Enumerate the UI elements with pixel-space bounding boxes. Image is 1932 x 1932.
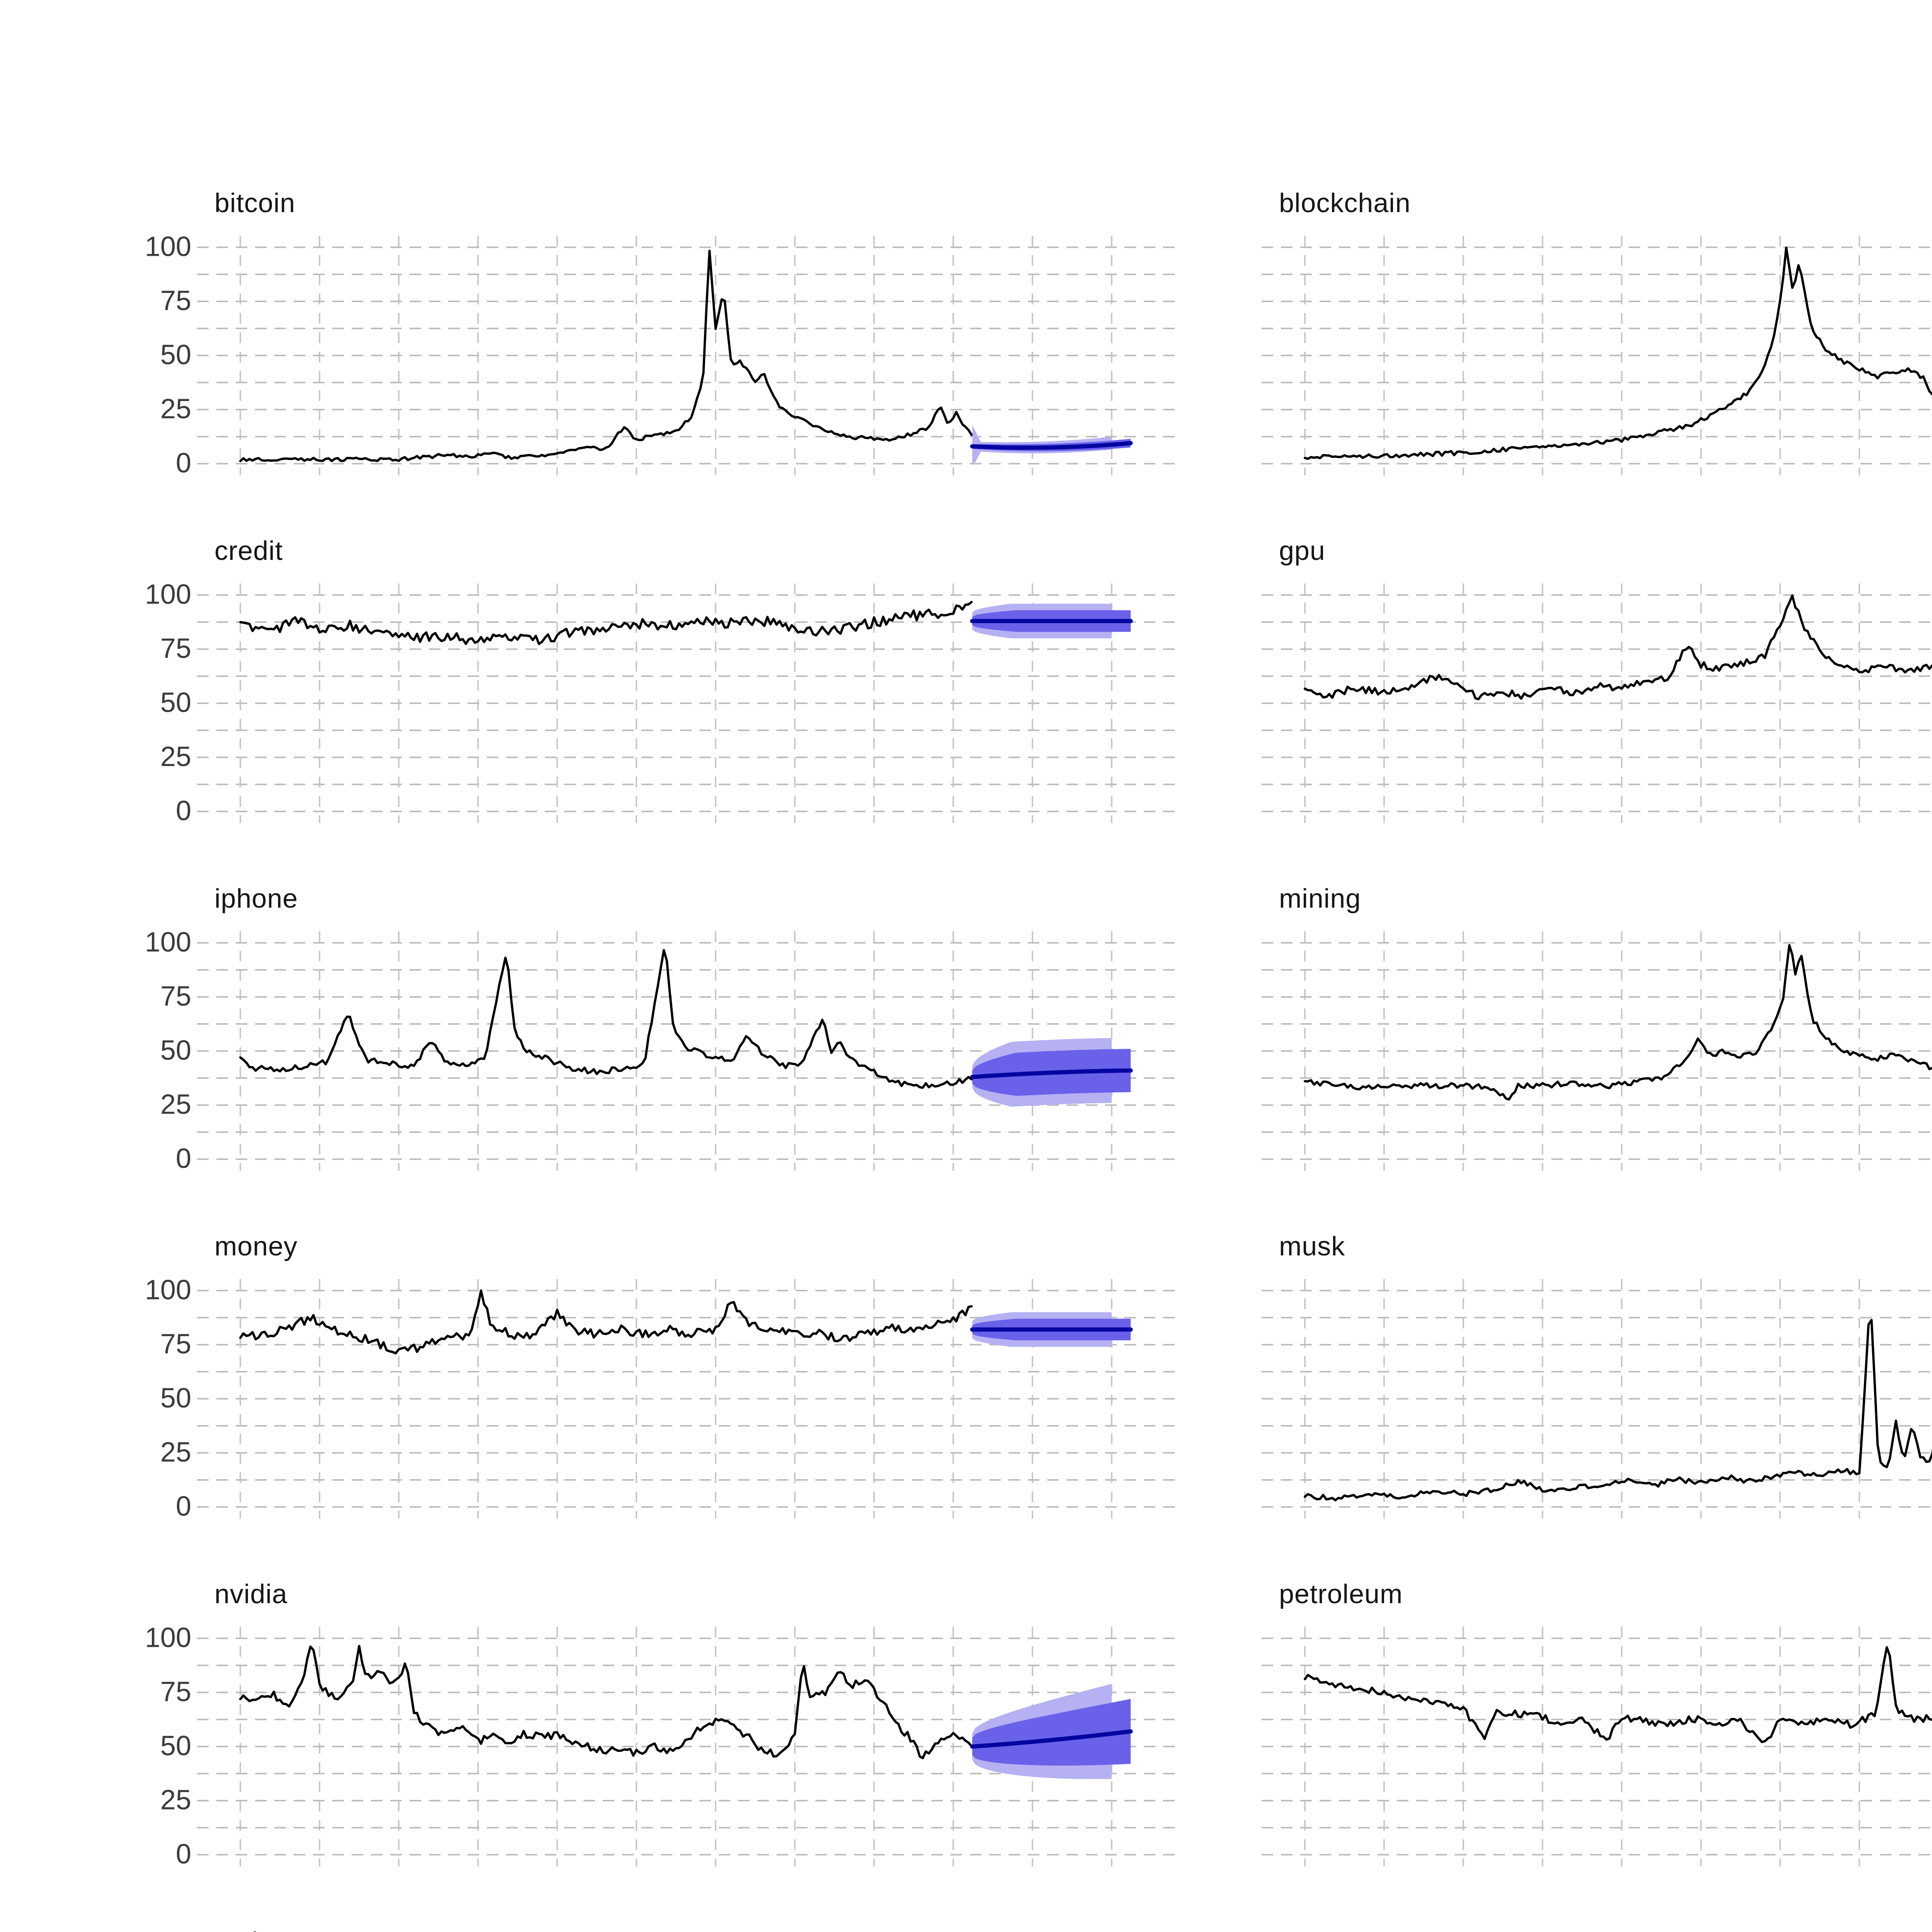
y-axis-tick-label: 25 bbox=[160, 1089, 191, 1120]
forecast-band-80 bbox=[972, 1699, 1131, 1766]
facet-chart-iphone bbox=[197, 931, 1182, 1171]
history-line bbox=[239, 1289, 973, 1355]
y-axis-tick-label: 0 bbox=[175, 1838, 191, 1870]
facet-title-python: python bbox=[214, 1928, 298, 1932]
facet-chart-nvidia bbox=[197, 1627, 1182, 1866]
y-axis-tick-label: 25 bbox=[160, 741, 191, 772]
y-axis-tick-label: 25 bbox=[160, 393, 191, 425]
y-axis-tick-label: 75 bbox=[160, 981, 191, 1012]
history-line bbox=[239, 949, 973, 1089]
y-axis-tick-label: 100 bbox=[145, 1274, 191, 1306]
y-axis-tick-label: 0 bbox=[175, 1491, 191, 1522]
y-axis-tick-label: 75 bbox=[160, 1328, 191, 1360]
facet-chart-bitcoin bbox=[197, 236, 1182, 475]
y-axis-tick-label: 50 bbox=[160, 1035, 191, 1066]
history-line bbox=[239, 600, 973, 645]
history-line bbox=[239, 250, 973, 463]
y-axis-tick-label: 50 bbox=[160, 687, 191, 718]
history-line bbox=[239, 1645, 973, 1759]
facet-chart-credit bbox=[197, 583, 1182, 823]
y-axis-tick-label: 0 bbox=[175, 795, 191, 827]
facet-title-startup: startup bbox=[1279, 1928, 1364, 1932]
facet-chart-money bbox=[197, 1279, 1182, 1519]
y-axis-tick-label: 100 bbox=[145, 579, 191, 610]
facet-chart-blockchain bbox=[1262, 236, 1932, 475]
y-axis-tick-label: 0 bbox=[175, 1143, 191, 1174]
facet-title-musk: musk bbox=[1279, 1231, 1345, 1261]
facet-title-bitcoin: bitcoin bbox=[214, 188, 296, 218]
y-axis-tick-label: 75 bbox=[160, 285, 191, 316]
facet-title-gpu: gpu bbox=[1279, 536, 1325, 566]
y-axis-tick-label: 75 bbox=[160, 633, 191, 664]
history-line bbox=[1304, 247, 1932, 460]
y-axis-tick-label: 100 bbox=[145, 1622, 191, 1653]
y-axis-tick-label: 50 bbox=[160, 1383, 191, 1414]
forecast-median-line bbox=[970, 1068, 1133, 1079]
facet-chart-gpu bbox=[1262, 583, 1932, 823]
facet-title-mining: mining bbox=[1279, 883, 1361, 913]
facet-chart-musk bbox=[1262, 1279, 1932, 1519]
y-axis-tick-label: 100 bbox=[145, 231, 191, 262]
y-axis-tick-label: 50 bbox=[160, 339, 191, 371]
y-axis-tick-label: 25 bbox=[160, 1437, 191, 1468]
facet-title-petroleum: petroleum bbox=[1279, 1579, 1403, 1609]
facet-title-nvidia: nvidia bbox=[214, 1579, 287, 1609]
forecast-median-line bbox=[970, 1729, 1133, 1749]
history-line bbox=[1304, 1646, 1932, 1743]
y-axis-tick-label: 75 bbox=[160, 1676, 191, 1708]
history-line bbox=[1304, 594, 1932, 701]
history-line bbox=[1304, 944, 1932, 1101]
y-axis-tick-label: 100 bbox=[145, 927, 191, 958]
facet-title-money: money bbox=[214, 1231, 298, 1261]
y-axis-tick-label: 50 bbox=[160, 1730, 191, 1762]
history-line bbox=[1304, 1319, 1932, 1502]
facet-chart-petroleum bbox=[1262, 1627, 1932, 1866]
facet-chart-mining bbox=[1262, 931, 1932, 1171]
y-axis-tick-label: 0 bbox=[175, 447, 191, 479]
y-axis-tick-label: 25 bbox=[160, 1784, 191, 1816]
facet-title-blockchain: blockchain bbox=[1279, 188, 1411, 218]
forecast-median-line bbox=[970, 441, 1133, 450]
facet-title-credit: credit bbox=[214, 536, 283, 566]
facet-title-iphone: iphone bbox=[214, 883, 298, 913]
